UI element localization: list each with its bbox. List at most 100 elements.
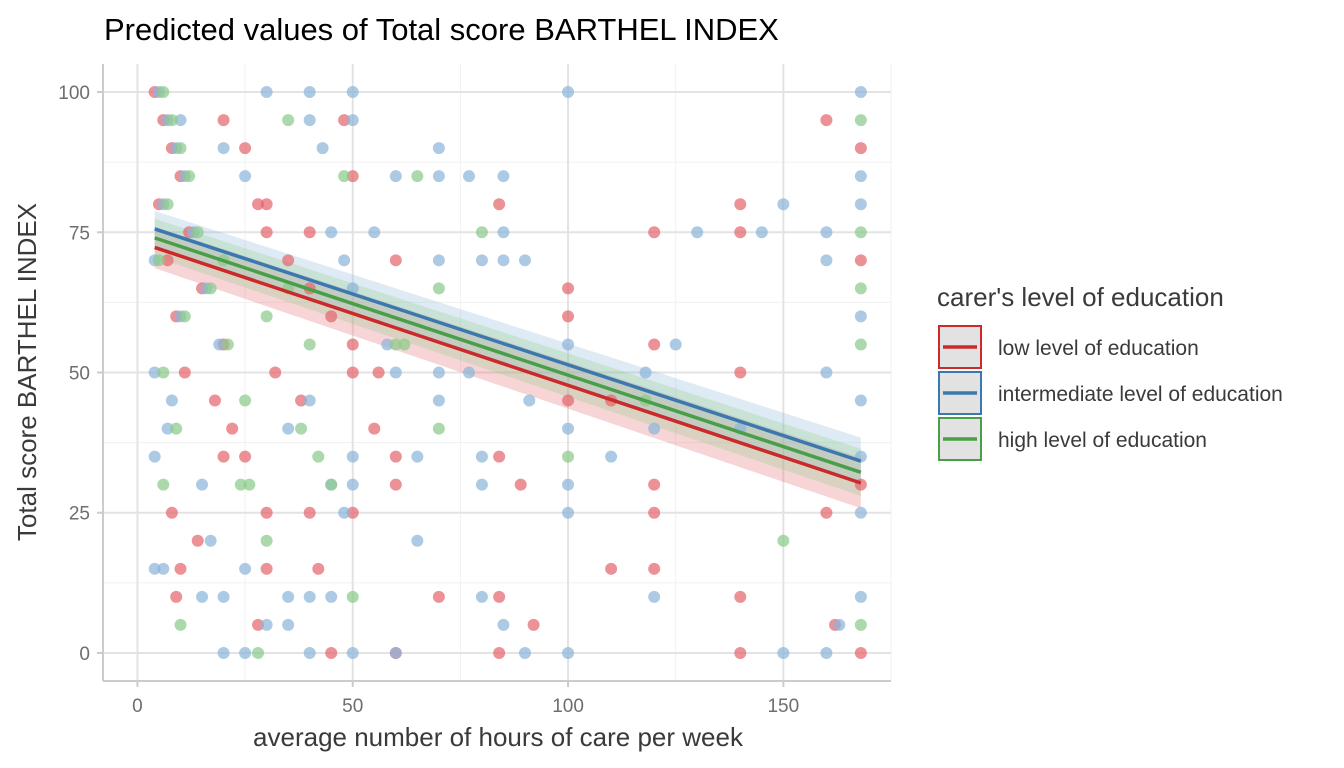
data-point-series-2 <box>161 422 174 435</box>
data-point-series-2 <box>854 590 867 603</box>
data-point-series-3 <box>243 478 256 491</box>
data-point-series-1 <box>252 618 265 631</box>
data-point-series-1 <box>260 226 273 239</box>
data-point-series-3 <box>854 226 867 239</box>
legend-label-3: high level of education <box>998 429 1207 452</box>
data-point-series-2 <box>148 450 161 463</box>
data-point-series-2 <box>755 226 768 239</box>
y-tick-label: 75 <box>69 223 90 244</box>
data-point-series-3 <box>854 114 867 127</box>
data-point-series-3 <box>183 170 196 183</box>
data-point-series-2 <box>316 142 329 155</box>
data-point-series-1 <box>493 450 506 463</box>
data-point-series-1 <box>493 198 506 211</box>
data-point-series-1 <box>269 366 282 379</box>
y-tick-label: 25 <box>69 504 90 525</box>
data-point-series-3 <box>475 226 488 239</box>
data-point-series-2 <box>346 86 359 99</box>
data-point-series-2 <box>820 366 833 379</box>
data-point-series-1 <box>170 590 183 603</box>
data-point-series-1 <box>346 170 359 183</box>
data-point-series-3 <box>346 590 359 603</box>
data-point-series-3 <box>777 534 790 547</box>
data-point-series-2 <box>157 562 170 575</box>
data-point-series-1 <box>854 142 867 155</box>
data-point-series-2 <box>820 646 833 659</box>
data-point-series-1 <box>252 198 265 211</box>
data-point-series-3 <box>260 534 273 547</box>
data-point-series-2 <box>282 618 295 631</box>
data-point-series-1 <box>854 254 867 267</box>
data-point-series-2 <box>303 394 316 407</box>
data-point-series-1 <box>389 254 402 267</box>
data-point-series-1 <box>208 394 221 407</box>
data-point-series-3 <box>432 422 445 435</box>
data-point-series-3 <box>157 478 170 491</box>
data-point-series-3 <box>157 86 170 99</box>
data-point-series-2 <box>411 450 424 463</box>
data-point-series-2 <box>432 170 445 183</box>
data-point-series-3 <box>303 338 316 351</box>
data-point-series-2 <box>854 310 867 323</box>
data-point-series-2 <box>338 254 351 267</box>
data-point-series-2 <box>282 590 295 603</box>
data-point-series-2 <box>346 646 359 659</box>
data-point-series-2 <box>639 366 652 379</box>
data-point-series-2 <box>475 254 488 267</box>
data-point-series-2 <box>497 254 510 267</box>
data-point-series-2 <box>497 618 510 631</box>
data-point-series-3 <box>282 114 295 127</box>
data-point-series-1 <box>368 422 381 435</box>
data-point-series-2 <box>389 366 402 379</box>
data-point-series-1 <box>174 562 187 575</box>
data-point-series-2 <box>260 618 273 631</box>
data-point-series-2 <box>475 450 488 463</box>
data-point-series-1 <box>854 646 867 659</box>
x-tick-label: 100 <box>552 696 584 717</box>
x-axis-title: average number of hours of care per week <box>253 722 744 752</box>
legend-title: carer's level of education <box>937 282 1224 312</box>
data-point-series-3 <box>204 282 217 295</box>
data-point-series-2 <box>389 646 402 659</box>
data-point-series-2 <box>338 506 351 519</box>
data-point-series-1 <box>260 562 273 575</box>
data-point-series-2 <box>260 86 273 99</box>
data-point-series-2 <box>213 338 226 351</box>
data-point-series-2 <box>165 394 178 407</box>
data-point-series-1 <box>178 366 191 379</box>
data-point-series-1 <box>372 366 385 379</box>
confidence-bands <box>154 210 861 509</box>
data-point-series-2 <box>239 170 252 183</box>
data-point-series-2 <box>368 226 381 239</box>
data-point-series-2 <box>411 534 424 547</box>
data-point-series-2 <box>497 226 510 239</box>
data-point-series-2 <box>432 366 445 379</box>
data-point-series-1 <box>734 226 747 239</box>
data-point-series-2 <box>497 170 510 183</box>
legend-label-1: low level of education <box>998 337 1199 360</box>
data-point-series-1 <box>346 506 359 519</box>
y-tick-label: 0 <box>79 644 90 665</box>
data-point-series-1 <box>346 338 359 351</box>
data-point-series-1 <box>325 310 338 323</box>
data-point-series-2 <box>820 254 833 267</box>
y-tick-label: 50 <box>69 364 90 385</box>
data-point-series-1 <box>389 478 402 491</box>
data-point-series-2 <box>523 394 536 407</box>
data-point-series-3 <box>312 450 325 463</box>
confidence-band-2 <box>154 210 861 485</box>
data-point-series-3 <box>338 170 351 183</box>
data-point-series-1 <box>648 338 661 351</box>
fit-line-series-3 <box>154 236 862 475</box>
data-point-series-2 <box>562 506 575 519</box>
data-point-series-2 <box>217 646 230 659</box>
data-point-series-3 <box>432 282 445 295</box>
x-tick-label: 0 <box>132 696 143 717</box>
data-point-series-3 <box>178 310 191 323</box>
data-point-series-2 <box>325 226 338 239</box>
data-point-series-1 <box>295 394 308 407</box>
data-point-series-3 <box>295 422 308 435</box>
data-point-series-1 <box>389 450 402 463</box>
data-point-series-3 <box>170 422 183 435</box>
